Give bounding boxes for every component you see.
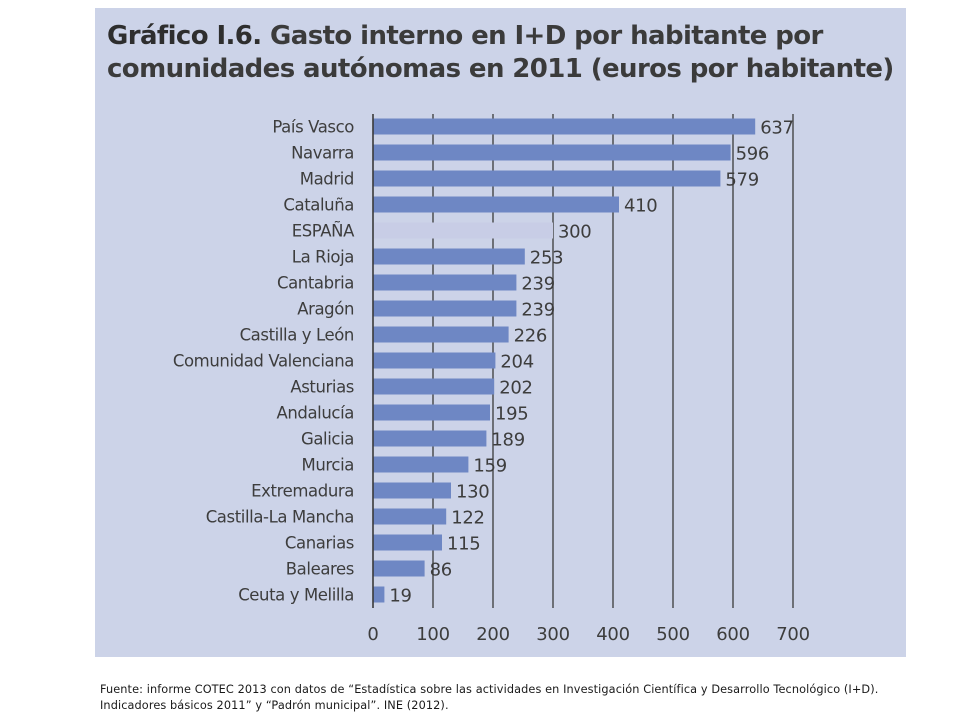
value-label-la-rioja: 253 xyxy=(530,248,563,269)
bar-navarra xyxy=(373,144,731,161)
value-label-murcia: 159 xyxy=(473,456,506,477)
value-label-madrid: 579 xyxy=(725,170,758,191)
category-label-murcia: Murcia xyxy=(302,456,354,475)
category-label-espana: ESPAÑA xyxy=(292,222,355,241)
value-label-ceuta-y-melilla: 19 xyxy=(389,586,411,607)
category-label-extremadura: Extremadura xyxy=(251,482,354,501)
chart-title-text: Gasto interno en I+D por habitante por c… xyxy=(107,21,894,84)
category-label-castilla-y-leon: Castilla y León xyxy=(240,326,354,345)
bar-pais-vasco xyxy=(373,118,756,135)
category-label-galicia: Galicia xyxy=(301,430,354,449)
category-label-cataluna: Cataluña xyxy=(283,196,354,215)
value-label-pais-vasco: 637 xyxy=(760,118,793,139)
x-tick-label-400: 400 xyxy=(596,624,629,645)
bar-murcia xyxy=(373,456,469,473)
bar-asturias xyxy=(373,378,495,395)
category-label-comunidad-valenciana: Comunidad Valenciana xyxy=(173,352,354,371)
value-label-extremadura: 130 xyxy=(456,482,489,503)
bar-baleares xyxy=(373,560,425,577)
value-label-castilla-la-mancha: 122 xyxy=(451,508,484,529)
source-note: Fuente: informe COTEC 2013 con datos de … xyxy=(100,683,879,712)
value-label-castilla-y-leon: 226 xyxy=(514,326,547,347)
chart-title: Gráfico I.6. Gasto interno en I+D por ha… xyxy=(107,20,902,86)
category-label-navarra: Navarra xyxy=(291,144,354,163)
bar-comunidad-valenciana xyxy=(373,352,496,369)
category-label-cantabria: Cantabria xyxy=(277,274,354,293)
category-label-baleares: Baleares xyxy=(286,560,354,579)
value-label-aragon: 239 xyxy=(521,300,554,321)
bar-andalucia xyxy=(373,404,490,421)
category-label-ceuta-y-melilla: Ceuta y Melilla xyxy=(238,586,354,605)
category-label-castilla-la-mancha: Castilla-La Mancha xyxy=(206,508,354,527)
bar-canarias xyxy=(373,534,442,551)
x-tick-label-0: 0 xyxy=(367,624,378,645)
category-label-canarias: Canarias xyxy=(285,534,354,553)
category-label-madrid: Madrid xyxy=(300,170,354,189)
bar-castilla-la-mancha xyxy=(373,508,447,525)
bar-la-rioja xyxy=(373,248,525,265)
bar-ceuta-y-melilla xyxy=(373,586,385,603)
value-label-galicia: 189 xyxy=(491,430,524,451)
value-label-asturias: 202 xyxy=(499,378,532,399)
bar-galicia xyxy=(373,430,487,447)
x-tick-label-200: 200 xyxy=(476,624,509,645)
x-tick-label-500: 500 xyxy=(656,624,689,645)
value-label-comunidad-valenciana: 204 xyxy=(500,352,533,373)
x-tick-label-700: 700 xyxy=(776,624,809,645)
value-label-canarias: 115 xyxy=(447,534,480,555)
bar-cantabria xyxy=(373,274,517,291)
value-label-andalucia: 195 xyxy=(495,404,528,425)
bar-espana xyxy=(373,222,553,239)
bar-cataluna xyxy=(373,196,619,213)
chart-title-number: Gráfico I.6. xyxy=(107,21,262,51)
category-label-pais-vasco: País Vasco xyxy=(272,118,354,137)
x-tick-label-300: 300 xyxy=(536,624,569,645)
bar-castilla-y-leon xyxy=(373,326,509,343)
value-label-baleares: 86 xyxy=(430,560,452,581)
bar-aragon xyxy=(373,300,517,317)
category-label-aragon: Aragón xyxy=(297,300,354,319)
bar-extremadura xyxy=(373,482,451,499)
category-label-asturias: Asturias xyxy=(290,378,354,397)
bar-madrid xyxy=(373,170,721,187)
value-label-navarra: 596 xyxy=(736,144,769,165)
category-label-la-rioja: La Rioja xyxy=(292,248,354,267)
x-tick-label-100: 100 xyxy=(416,624,449,645)
value-label-espana: 300 xyxy=(558,222,591,243)
value-label-cataluna: 410 xyxy=(624,196,657,217)
value-label-cantabria: 239 xyxy=(521,274,554,295)
x-tick-label-600: 600 xyxy=(716,624,749,645)
category-label-andalucia: Andalucía xyxy=(276,404,354,423)
